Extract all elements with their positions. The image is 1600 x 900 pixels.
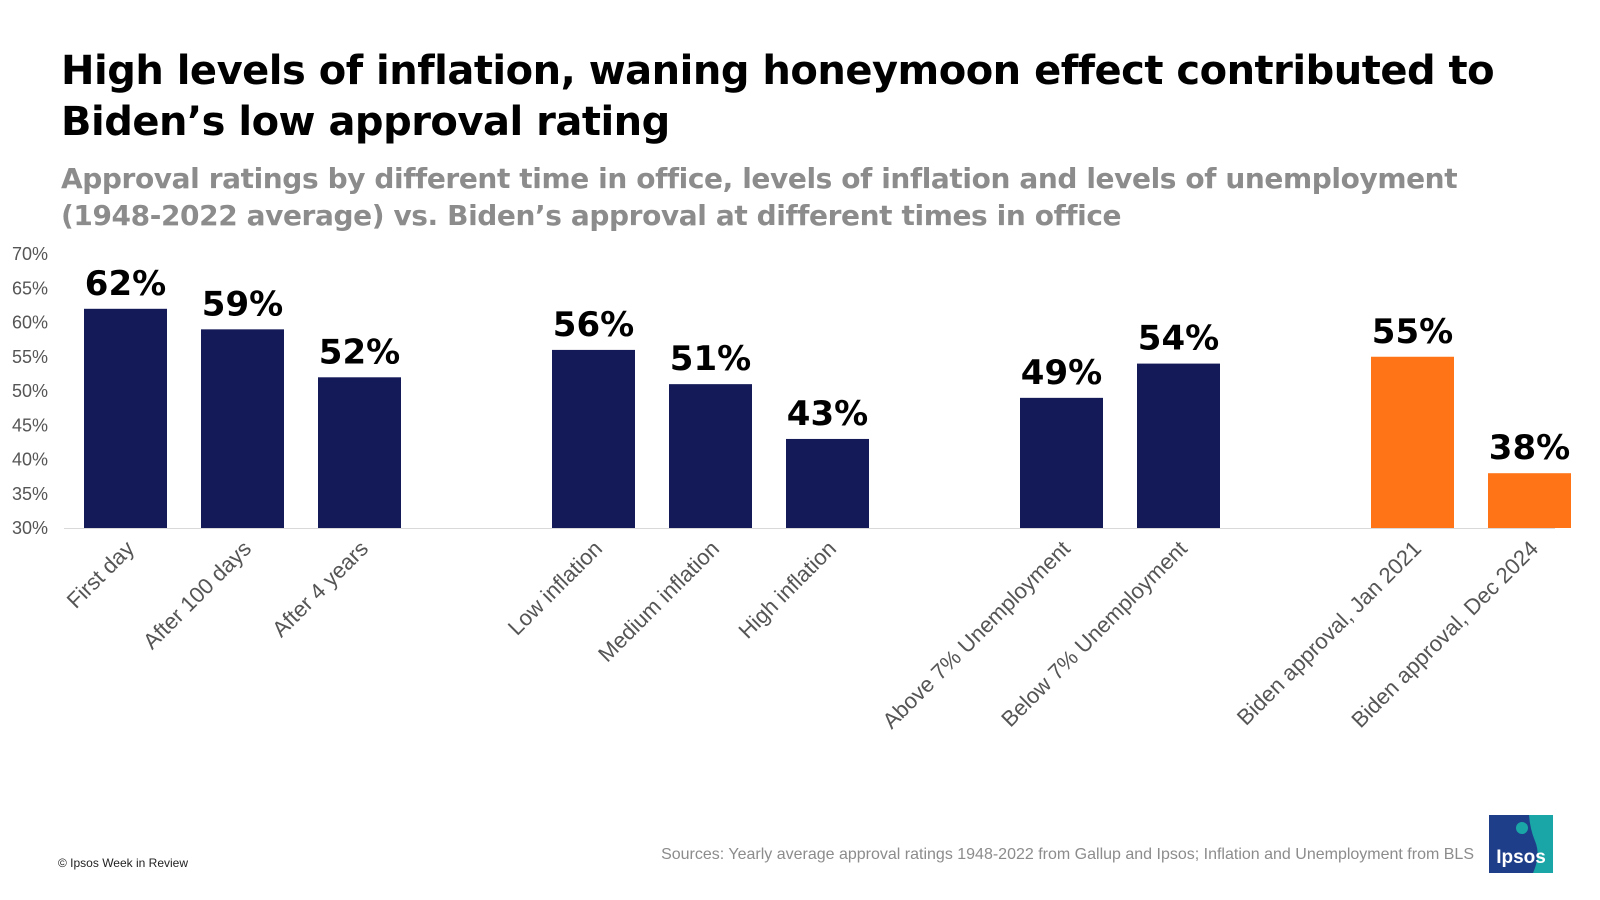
y-tick-label: 30% [12,518,48,538]
bar [1020,397,1103,528]
logo-text: Ipsos [1496,847,1546,868]
chart-subtitle: Approval ratings by different time in of… [61,162,1458,232]
bar [669,384,752,528]
y-tick-label: 40% [12,450,48,470]
bar-chart: 30% 35% 40% 45% 50% 55% 60% 65% 70% 62% 59% 52% 56%… [12,244,1571,734]
x-tick-label: Medium inflation [593,536,724,667]
x-tick-label: After 100 days [138,536,256,654]
x-tick-label: First day [62,536,139,613]
y-tick-label: 70% [12,244,48,264]
bar [1137,363,1220,528]
x-tick-label: Above 7% Unemployment [877,536,1075,734]
bar [786,438,869,528]
data-label: 62% [85,264,166,304]
data-label: 55% [1372,312,1453,352]
x-tick-label: After 4 years [267,536,373,642]
copyright-text: © Ipsos Week in Review [58,856,189,870]
logo-wave [1529,815,1553,873]
data-label: 56% [553,305,634,345]
sources-note: Sources: Yearly average approval ratings… [661,846,1474,863]
bar [84,308,167,528]
bar [552,349,635,528]
y-tick-label: 35% [12,484,48,504]
y-tick-label: 50% [12,381,48,401]
data-label: 38% [1489,428,1570,468]
bar [1371,356,1454,528]
x-tick-label: Below 7% Unemployment [996,536,1192,732]
data-label: 54% [1138,319,1219,359]
data-label: 49% [1021,353,1102,393]
y-tick-label: 55% [12,347,48,367]
y-axis: 30% 35% 40% 45% 50% 55% 60% 65% 70% [12,244,1555,538]
x-tick-label: Low inflation [503,536,607,640]
bar [318,377,401,528]
logo-head [1516,822,1528,834]
x-tick-label: Biden approval, Dec 2024 [1346,536,1543,733]
chart-title: High levels of inflation, waning honeymo… [61,48,1495,145]
data-label: 43% [787,394,868,434]
y-tick-label: 60% [12,313,48,333]
bar [201,329,284,528]
ipsos-logo-icon: Ipsos [1489,815,1553,873]
data-label: 51% [670,339,751,379]
y-tick-label: 65% [12,278,48,298]
y-tick-label: 45% [12,415,48,435]
x-tick-label: Biden approval, Jan 2021 [1232,536,1426,730]
data-label: 52% [319,332,400,372]
bar-series: 62% 59% 52% 56% 51% 43% 49% 54% 55% 38% [84,264,1571,528]
x-tick-label: High inflation [733,536,841,644]
x-axis: First day After 100 days After 4 years Low … [62,536,1543,734]
data-label: 59% [202,284,283,324]
bar [1488,473,1571,528]
